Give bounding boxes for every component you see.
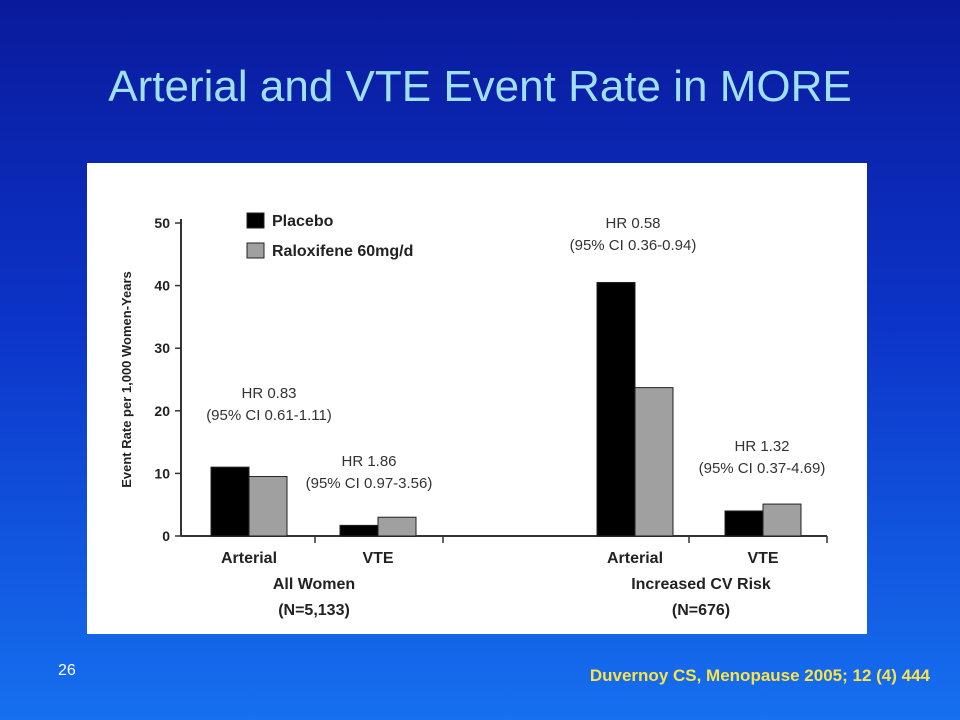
y-tick-label: 20 bbox=[154, 403, 170, 419]
category-label: VTE bbox=[362, 550, 393, 567]
legend-swatch-placebo bbox=[246, 212, 265, 229]
hr-annotation: HR 1.32 bbox=[734, 438, 789, 455]
ci-annotation: (95% CI 0.37-4.69) bbox=[699, 460, 826, 477]
citation: Duvernoy CS, Menopause 2005; 12 (4) 444 bbox=[589, 666, 930, 685]
y-tick-label: 10 bbox=[154, 465, 170, 481]
bar-chart: 0 10 20 30 40 50 Event Rate per 1,000 Women-Ye… bbox=[119, 212, 828, 619]
y-axis-label: Event Rate per 1,000 Women-Years bbox=[119, 271, 134, 488]
y-tick-label: 30 bbox=[154, 340, 170, 356]
y-tick-label: 50 bbox=[154, 215, 170, 231]
y-tick-label: 40 bbox=[154, 278, 170, 294]
chart-panel: 0 10 20 30 40 50 Event Rate per 1,000 Women-Ye… bbox=[87, 163, 867, 634]
group-sublabel: (N=676) bbox=[672, 602, 730, 619]
slide-number: 26 bbox=[58, 662, 76, 679]
group-sublabel: (N=5,133) bbox=[278, 602, 350, 619]
ci-annotation: (95% CI 0.97-3.56) bbox=[306, 475, 433, 492]
category-label: Arterial bbox=[607, 550, 663, 567]
hr-annotation: HR 0.58 bbox=[605, 215, 660, 232]
bar-raloxifene bbox=[762, 503, 802, 537]
bar-placebo bbox=[339, 524, 379, 537]
category-label: Arterial bbox=[221, 550, 277, 567]
category-label: VTE bbox=[747, 550, 778, 567]
group-label: Increased CV Risk bbox=[631, 576, 771, 593]
bar-raloxifene bbox=[377, 516, 417, 537]
bar-placebo bbox=[724, 510, 764, 537]
bar-raloxifene bbox=[248, 476, 288, 537]
ci-annotation: (95% CI 0.61-1.11) bbox=[206, 407, 332, 424]
ci-annotation: (95% CI 0.36-0.94) bbox=[570, 237, 697, 254]
hr-annotation: HR 0.83 bbox=[241, 385, 296, 402]
legend-label: Placebo bbox=[272, 213, 334, 230]
bar-placebo bbox=[596, 281, 636, 537]
legend-swatch-raloxifene bbox=[246, 242, 265, 259]
slide-title: Arterial and VTE Event Rate in MORE bbox=[108, 62, 852, 111]
hr-annotation: HR 1.86 bbox=[341, 453, 396, 470]
group-label: All Women bbox=[273, 576, 355, 593]
bar-placebo bbox=[210, 466, 250, 537]
legend-label: Raloxifene 60mg/d bbox=[272, 243, 413, 260]
bar-raloxifene bbox=[634, 387, 674, 537]
y-tick-label: 0 bbox=[162, 528, 170, 544]
